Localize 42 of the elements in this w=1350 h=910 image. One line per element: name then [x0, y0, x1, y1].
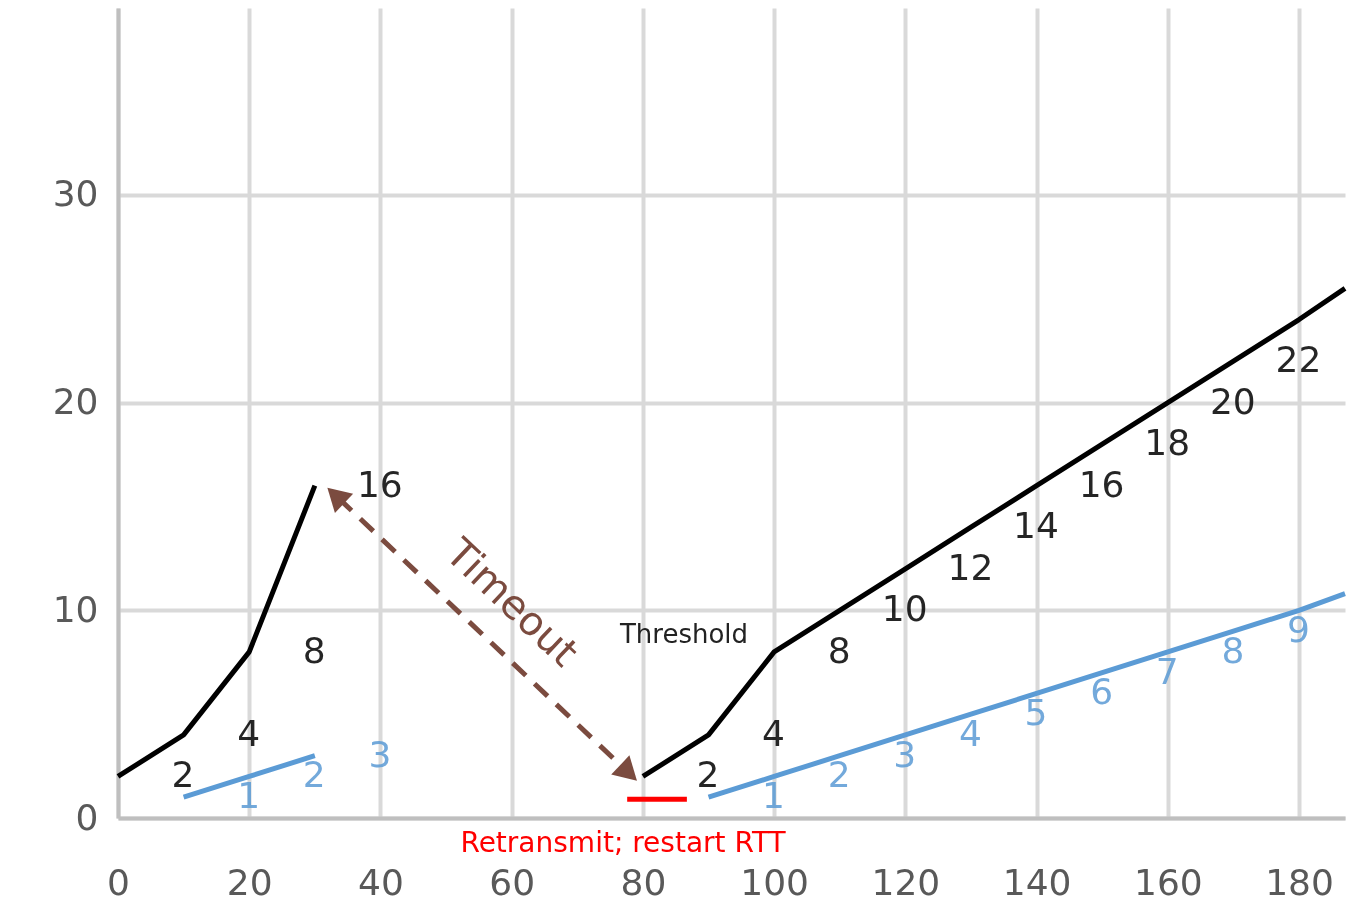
data-label: 22 — [1275, 339, 1322, 381]
data-label: 12 — [947, 546, 994, 588]
annotation: Threshold — [618, 619, 749, 649]
data-label: 3 — [893, 733, 917, 775]
data-label: 14 — [1013, 505, 1059, 547]
data-label: 2 — [302, 754, 326, 796]
data-label: 10 — [881, 588, 928, 630]
y-tick-label: 10 — [52, 588, 99, 630]
x-tick-label: 120 — [871, 861, 941, 903]
x-tick-label: 140 — [1002, 861, 1072, 903]
data-label: 2 — [696, 754, 720, 796]
x-tick-label: 40 — [358, 861, 404, 903]
data-label: 4 — [958, 712, 982, 754]
x-tick-label: 160 — [1133, 861, 1203, 903]
data-label: 4 — [237, 712, 261, 754]
data-label: 2 — [171, 754, 195, 796]
x-tick-label: 20 — [226, 861, 273, 903]
x-tick-label: 100 — [740, 861, 810, 903]
data-label: 20 — [1209, 380, 1256, 422]
data-label: 9 — [1287, 609, 1310, 651]
data-label: 8 — [302, 629, 326, 671]
y-tick-label: 30 — [52, 173, 99, 215]
y-tick-label: 20 — [52, 381, 99, 423]
data-label: 8 — [827, 629, 851, 671]
x-tick-label: 0 — [107, 861, 130, 903]
data-label: 8 — [1221, 629, 1245, 671]
data-label: 2 — [827, 754, 851, 796]
data-label: 16 — [1078, 463, 1125, 505]
data-label: 6 — [1090, 671, 1114, 713]
x-tick-label: 60 — [489, 861, 536, 903]
data-label: 1 — [762, 775, 785, 817]
data-label: 3 — [368, 733, 392, 775]
x-tick-label: 180 — [1265, 861, 1334, 903]
y-tick-label: 0 — [75, 796, 99, 838]
data-label: 7 — [1155, 650, 1179, 692]
x-tick-label: 80 — [620, 861, 667, 903]
data-label: 18 — [1144, 422, 1191, 464]
data-label: 5 — [1024, 692, 1048, 734]
series-label: Retransmit; restart RTT — [460, 826, 787, 860]
data-label: 1 — [237, 775, 261, 817]
data-label: 4 — [762, 712, 785, 754]
data-label: 16 — [356, 463, 403, 505]
